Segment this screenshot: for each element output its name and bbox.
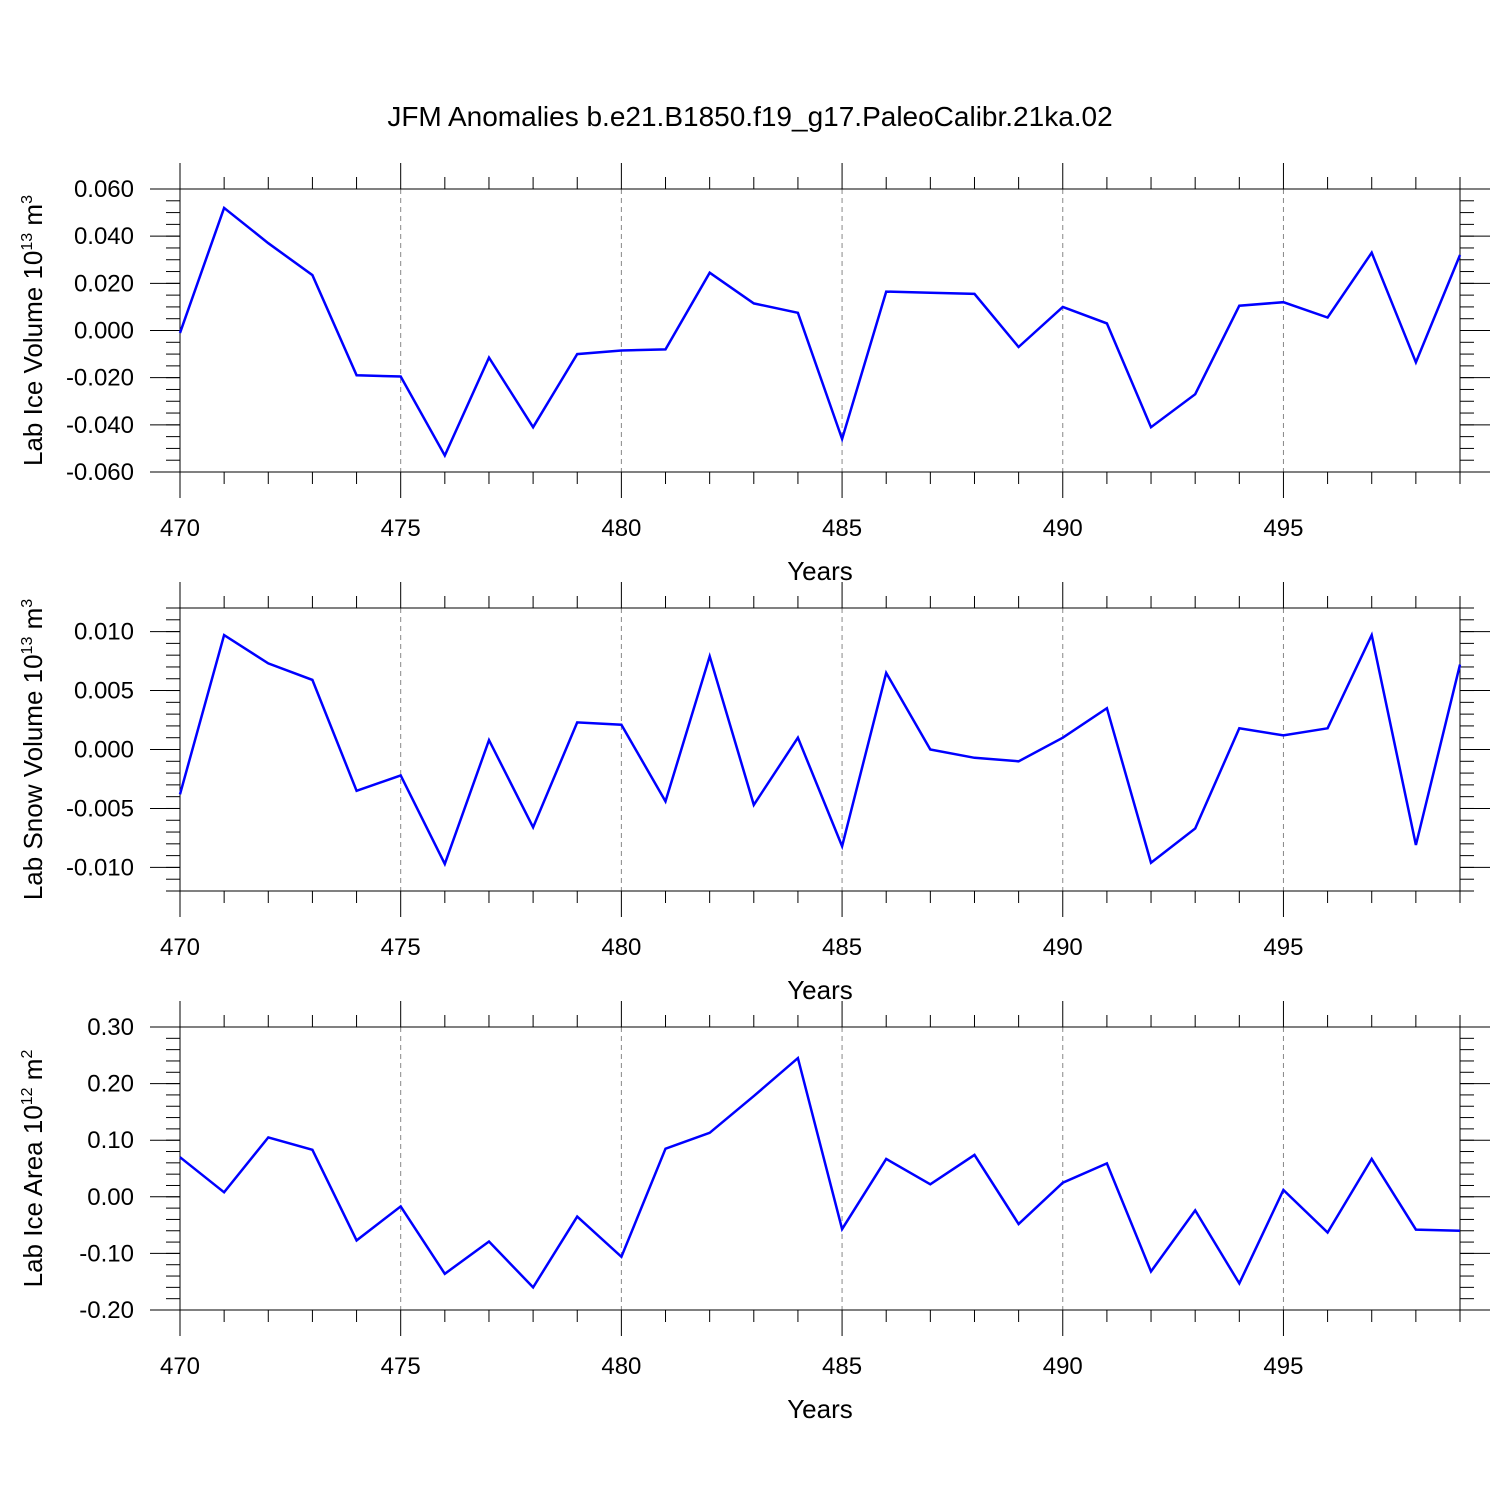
y-tick-label: 0.10 [87, 1127, 134, 1154]
y-axis-label: Lab Ice Area 1012 m2 [18, 1050, 48, 1288]
x-tick-label: 490 [1043, 515, 1083, 542]
series-line [178, 205, 1462, 459]
y-axis-label-text: m [18, 204, 48, 233]
y-tick-label: 0.000 [74, 318, 134, 345]
x-axis-label: Years [787, 556, 853, 586]
x-axis-label: Years [787, 975, 853, 1005]
x-tick-label: 475 [381, 1353, 421, 1380]
y-axis-label-text: m [18, 1059, 48, 1088]
x-tick-label: 485 [822, 934, 862, 961]
y-axis-label-exponent: 13 [19, 233, 36, 251]
chart-title: JFM Anomalies b.e21.B1850.f19_g17.PaleoC… [387, 101, 1112, 132]
y-tick-label: -0.040 [66, 412, 134, 439]
x-tick-label: 470 [160, 1353, 200, 1380]
chart-panel-2: 470 475 480 485 490 495 -0.010 -0.005 0.000 0.005… [18, 582, 1490, 1005]
chart-panel-3: 470 475 480 485 490 495 -0.20 -0.10 0.00 0.10 0.20… [18, 1001, 1490, 1424]
x-tick-label: 475 [381, 515, 421, 542]
series-line [178, 631, 1462, 868]
x-tick-label: 490 [1043, 1353, 1083, 1380]
y-tick-label: 0.060 [74, 176, 134, 203]
x-tick-label: 480 [601, 515, 641, 542]
plot-frame [179, 188, 1461, 473]
y-tick-label: -0.20 [79, 1297, 134, 1324]
x-tick-label: 495 [1263, 515, 1303, 542]
y-tick-label: 0.00 [87, 1184, 134, 1211]
y-tick-label: 0.30 [87, 1014, 134, 1041]
y-axis-label-text: m [18, 608, 48, 637]
y-tick-label: -0.010 [66, 854, 134, 881]
y-tick-label: 0.010 [74, 619, 134, 646]
y-axis-label-exponent: 3 [19, 195, 36, 204]
y-axis-label: Lab Ice Volume 1013 m3 [18, 195, 48, 466]
y-axis-label: Lab Snow Volume 1013 m3 [18, 599, 48, 900]
x-tick-label: 475 [381, 934, 421, 961]
y-axis-label-exponent: 3 [19, 599, 36, 608]
y-axis-label-text: Lab Snow Volume 10 [18, 654, 48, 900]
y-tick-label: -0.005 [66, 795, 134, 822]
y-tick-label: 0.000 [74, 737, 134, 764]
x-axis-label: Years [787, 1394, 853, 1424]
series-line [179, 1055, 1461, 1290]
plot-frame [179, 1026, 1461, 1311]
x-tick-label: 495 [1263, 1353, 1303, 1380]
x-tick-label: 485 [822, 515, 862, 542]
y-tick-label: 0.020 [74, 270, 134, 297]
x-tick-label: 480 [601, 934, 641, 961]
y-tick-label: -0.060 [66, 459, 134, 486]
x-tick-label: 470 [160, 515, 200, 542]
y-tick-label: 0.005 [74, 678, 134, 705]
y-tick-label: 0.20 [87, 1071, 134, 1098]
y-tick-label: -0.020 [66, 365, 134, 392]
x-tick-label: 495 [1263, 934, 1303, 961]
y-axis-label-text: Lab Ice Area 10 [18, 1105, 48, 1287]
chart-panels: 470 475 480 485 490 495 -0.060 -0.040 -0.020 0.00… [18, 163, 1490, 1424]
y-axis-label-exponent: 12 [19, 1087, 36, 1105]
x-tick-label: 490 [1043, 934, 1083, 961]
y-axis-label-exponent: 13 [19, 637, 36, 655]
x-tick-label: 480 [601, 1353, 641, 1380]
y-axis-label-text: Lab Ice Volume 10 [18, 251, 48, 466]
y-tick-label: 0.040 [74, 223, 134, 250]
plot-frame [179, 607, 1461, 892]
chart-panel-1: 470 475 480 485 490 495 -0.060 -0.040 -0.020 0.00… [18, 163, 1490, 586]
x-tick-label: 470 [160, 934, 200, 961]
y-axis-label-exponent: 2 [19, 1050, 36, 1059]
x-tick-label: 485 [822, 1353, 862, 1380]
y-tick-label: -0.10 [79, 1240, 134, 1267]
